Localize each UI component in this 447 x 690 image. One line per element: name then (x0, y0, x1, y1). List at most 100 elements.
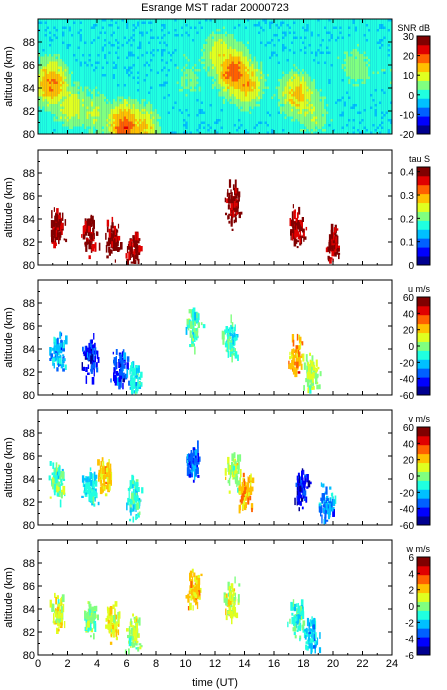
data-cluster (49, 331, 68, 372)
colorbar-label: v m/s (409, 414, 431, 424)
data-cluster (224, 452, 242, 494)
colorbar-tick-label: 0.4 (400, 168, 414, 179)
colorbar-tick-label: 20 (403, 52, 415, 63)
colorbar-tick-label: 0 (408, 602, 414, 613)
colorbar-tick-label: -40 (400, 505, 415, 516)
colorbar-tick-label: 20 (403, 456, 415, 467)
colorbar-tick-label: -60 (400, 391, 415, 402)
colorbar-label: SNR dB (397, 23, 430, 33)
data-cluster (110, 349, 130, 390)
data-cluster (81, 467, 100, 507)
x-tick-label: 20 (327, 658, 339, 670)
data-cluster (81, 333, 100, 385)
x-tick-label: 8 (153, 658, 159, 670)
colorbar-tick-label: 2 (408, 586, 414, 597)
plot-area-tau (38, 150, 392, 265)
colorbar-label: w m/s (406, 544, 431, 554)
y-tick-label: 86 (23, 191, 35, 203)
data-cluster (126, 361, 143, 395)
colorbar-tick-label: -20 (400, 488, 415, 499)
data-cluster (289, 204, 308, 249)
y-tick-label: 80 (23, 129, 35, 141)
colorbar-tick-label: 20 (403, 326, 415, 337)
y-tick-label: 86 (23, 60, 35, 72)
colorbar-tick-label: -10 (400, 110, 415, 121)
data-cluster (185, 568, 203, 611)
y-axis-label: altitude (km) (3, 307, 15, 368)
data-cluster (49, 592, 66, 634)
colorbar-tick-label: 4 (408, 569, 414, 580)
colorbar-label: tau S (409, 154, 430, 164)
colorbar-v: -60 -40 -20 0 20 40 60v m/s (400, 414, 431, 532)
data-cluster (325, 223, 341, 264)
panel-v: 80 82 84 86 88 altitude (km) -60 -40 -20 0 20 40 60v… (3, 409, 431, 532)
y-tick-label: 80 (23, 650, 35, 662)
panel-snr: 80 82 84 86 88 altitude (km) -20 -10 0 10 20 30SNR … (3, 18, 431, 141)
data-cluster (125, 231, 143, 265)
y-axis-label: altitude (km) (3, 46, 15, 107)
data-cluster (48, 461, 66, 508)
y-tick-label: 88 (23, 37, 35, 49)
plot-background (38, 280, 392, 395)
colorbar-tick-label: 0.2 (400, 214, 414, 225)
y-tick-label: 88 (23, 168, 35, 180)
y-tick-label: 88 (23, 558, 35, 570)
colorbar-frame (416, 35, 431, 135)
colorbar-tick-label: -6 (405, 651, 414, 662)
x-tick-label: 0 (35, 658, 41, 670)
colorbar-tick-label: 40 (403, 439, 415, 450)
colorbar-tick-label: 0 (408, 91, 414, 102)
y-tick-label: 84 (23, 214, 35, 226)
data-cluster (81, 214, 101, 260)
x-axis-label: time (UT) (192, 677, 238, 689)
y-tick-label: 82 (23, 237, 35, 249)
y-tick-label: 82 (23, 497, 35, 509)
colorbar-label: u m/s (408, 284, 431, 294)
colorbar-tick-label: 0.1 (400, 238, 414, 249)
colorbar-tick-label: 0 (408, 342, 414, 353)
colorbar-tick-label: -40 (400, 375, 415, 386)
colorbar-tick-label: 0.3 (400, 191, 414, 202)
y-tick-label: 86 (23, 581, 35, 593)
x-tick-label: 12 (209, 658, 221, 670)
data-cluster (238, 469, 255, 514)
y-tick-label: 84 (23, 604, 35, 616)
data-cluster (124, 613, 143, 655)
x-tick-label: 10 (179, 658, 191, 670)
data-cluster (288, 333, 305, 378)
colorbar-w: -6 -4 -2 0 2 4 6w m/s (405, 544, 431, 662)
data-cluster (105, 601, 121, 645)
y-tick-label: 80 (23, 390, 35, 402)
y-tick-label: 82 (23, 627, 35, 639)
colorbar-tick-label: 60 (403, 423, 415, 434)
data-cluster (105, 216, 123, 263)
colorbar-tick-label: 60 (403, 293, 415, 304)
y-tick-label: 80 (23, 260, 35, 272)
y-tick-label: 82 (23, 106, 35, 118)
y-tick-label: 84 (23, 474, 35, 486)
x-tick-label: 6 (123, 658, 129, 670)
data-cluster (50, 207, 68, 249)
y-axis-label: altitude (km) (3, 567, 15, 628)
y-tick-label: 86 (23, 321, 35, 333)
data-cluster (287, 599, 306, 642)
data-cluster (294, 468, 312, 512)
x-tick-label: 14 (238, 658, 250, 670)
colorbar-tick-label: 0 (408, 472, 414, 483)
colorbar-u: -60 -40 -20 0 20 40 60u m/s (400, 284, 431, 402)
colorbar-tick-label: -20 (400, 358, 415, 369)
data-cluster (126, 474, 144, 523)
data-cluster (224, 179, 243, 231)
y-tick-label: 82 (23, 367, 35, 379)
data-cluster (97, 457, 113, 497)
panel-tau: 80 82 84 86 88 altitude (km) 0 0.1 0.2 0.3 0.4 tau … (3, 149, 431, 272)
y-tick-label: 84 (23, 83, 35, 95)
plot-area-u (38, 280, 392, 395)
colorbar-tick-label: -20 (400, 130, 415, 141)
colorbar-tick-label: 40 (403, 309, 415, 320)
plot-area-v (38, 410, 392, 525)
x-tick-label: 2 (64, 658, 70, 670)
y-tick-label: 86 (23, 451, 35, 463)
